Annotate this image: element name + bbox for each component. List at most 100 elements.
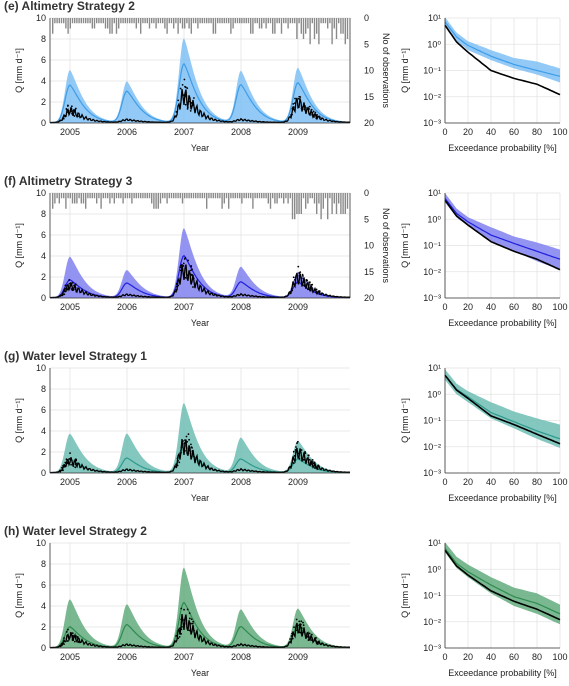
fdc-uncertainty-band <box>445 193 560 270</box>
observation-bar <box>74 18 76 24</box>
observation-point <box>188 617 191 620</box>
observation-point <box>193 629 195 632</box>
fdc-y-tick-label: 10¹ <box>428 13 441 23</box>
observation-point <box>306 288 309 291</box>
observation-bar <box>294 18 296 24</box>
observation-point <box>297 452 300 455</box>
observation-bar <box>177 18 179 34</box>
observation-bar <box>201 193 203 199</box>
observation-bar <box>120 18 122 24</box>
observation-bar <box>140 193 142 199</box>
observation-point <box>312 114 315 116</box>
y-tick-label: 6 <box>41 405 46 415</box>
observation-point <box>297 282 300 285</box>
observation-point <box>180 264 183 267</box>
observation-point <box>75 283 77 286</box>
observation-point <box>298 274 301 277</box>
observation-bar <box>256 18 258 24</box>
observation-bar <box>71 193 74 204</box>
observation-point <box>72 112 75 114</box>
observation-point <box>188 100 191 103</box>
observation-bar <box>120 193 122 199</box>
observation-bar <box>184 193 186 199</box>
observation-bar <box>80 193 82 204</box>
fdc-x-tick-label: 0 <box>442 302 447 312</box>
observation-bar <box>63 18 65 24</box>
observation-point <box>291 287 293 290</box>
observation-bar <box>278 18 280 24</box>
observation-point <box>177 637 180 640</box>
observation-bar <box>87 193 89 199</box>
observation-bar <box>327 18 329 29</box>
observation-point <box>302 281 305 284</box>
fdc-y-tick-label: 10⁻³ <box>423 643 441 653</box>
observation-bar <box>104 18 107 29</box>
observation-point <box>186 440 189 443</box>
observation-bar <box>129 193 131 199</box>
observation-point <box>176 285 178 288</box>
observation-bar <box>115 18 118 34</box>
observation-point <box>61 117 64 120</box>
observation-point <box>303 108 306 111</box>
y-tick-label: 2 <box>41 447 46 457</box>
observation-point <box>295 618 298 621</box>
x-tick-label: 2008 <box>231 127 251 137</box>
observation-point <box>177 459 179 462</box>
observation-bar <box>305 193 307 209</box>
observation-bar <box>159 18 162 24</box>
y2-tick-label: 15 <box>364 92 374 102</box>
observation-point <box>189 109 192 112</box>
observation-bar <box>60 18 63 24</box>
observation-point <box>70 107 73 110</box>
observation-bar <box>206 18 208 24</box>
observation-point <box>292 276 295 279</box>
observation-point <box>190 105 193 108</box>
observation-point <box>314 465 317 468</box>
y2-tick-label: 15 <box>364 267 374 277</box>
observation-point <box>307 461 310 464</box>
observation-bar <box>206 193 208 209</box>
observation-point <box>191 450 194 452</box>
observation-bar <box>91 18 93 29</box>
observation-point <box>302 624 305 627</box>
observation-point <box>63 293 66 296</box>
observed-line <box>50 89 351 124</box>
observation-bar <box>261 18 263 29</box>
observation-bar <box>311 18 313 24</box>
uncertainty-band <box>50 567 350 648</box>
x-tick-label: 2005 <box>60 477 80 487</box>
observation-bar <box>170 193 173 199</box>
observation-bar <box>100 18 102 24</box>
observation-point <box>187 452 190 455</box>
observation-point <box>302 621 304 624</box>
observation-point <box>185 435 188 438</box>
observation-bar <box>269 18 272 24</box>
observation-bar <box>54 18 56 24</box>
observation-bar <box>102 18 104 24</box>
observation-bar <box>208 193 210 199</box>
x-tick-label: 2007 <box>174 652 194 662</box>
observation-point <box>190 264 193 267</box>
observation-bar <box>192 193 195 199</box>
observation-point <box>290 114 292 116</box>
observation-bar <box>190 18 192 34</box>
fdc-x-axis-label: Exceedance probability [%] <box>448 493 557 503</box>
observation-bar <box>331 18 333 45</box>
x-tick-label: 2009 <box>288 127 308 137</box>
observation-point <box>289 466 291 469</box>
fdc-x-tick-label: 0 <box>442 127 447 137</box>
observation-bar <box>159 193 162 204</box>
observation-point <box>179 87 182 90</box>
observation-bar <box>342 18 344 34</box>
y2-tick-label: 20 <box>364 118 374 128</box>
observation-bar <box>157 18 159 24</box>
observation-point <box>298 620 301 623</box>
observation-point <box>319 116 321 119</box>
observation-point <box>308 636 310 639</box>
y-tick-label: 4 <box>41 251 46 261</box>
fdc-y-tick-label: 10¹ <box>428 188 441 198</box>
observation-bar <box>85 18 87 24</box>
observation-bar <box>263 18 265 24</box>
observation-bar <box>93 18 96 29</box>
observation-point <box>290 465 293 468</box>
